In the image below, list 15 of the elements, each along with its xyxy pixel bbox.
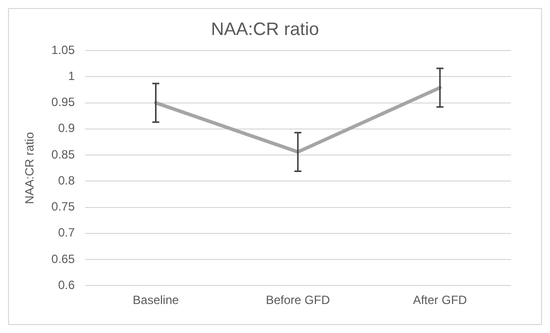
y-tick-label: 0.65 [51,252,76,266]
y-tick-label: 1.05 [51,42,76,57]
y-tick-label: 0.7 [58,226,76,240]
x-tick-label: After GFD [412,293,468,308]
x-tick-label: Baseline [132,293,180,308]
y-tick-label: 0.6 [58,278,76,292]
y-tick-label: 0.95 [51,95,76,110]
x-tick-label: Before GFD [266,293,330,308]
y-tick-label: 0.8 [58,173,76,188]
y-tick-label: 0.75 [51,200,76,214]
y-tick-label: 1 [68,69,76,84]
y-tick-label: 0.9 [58,121,76,136]
chart-title: NAA:CR ratio [210,18,320,39]
y-tick-label: 0.85 [51,147,76,162]
y-axis-title: NAA:CR ratio [22,132,37,204]
